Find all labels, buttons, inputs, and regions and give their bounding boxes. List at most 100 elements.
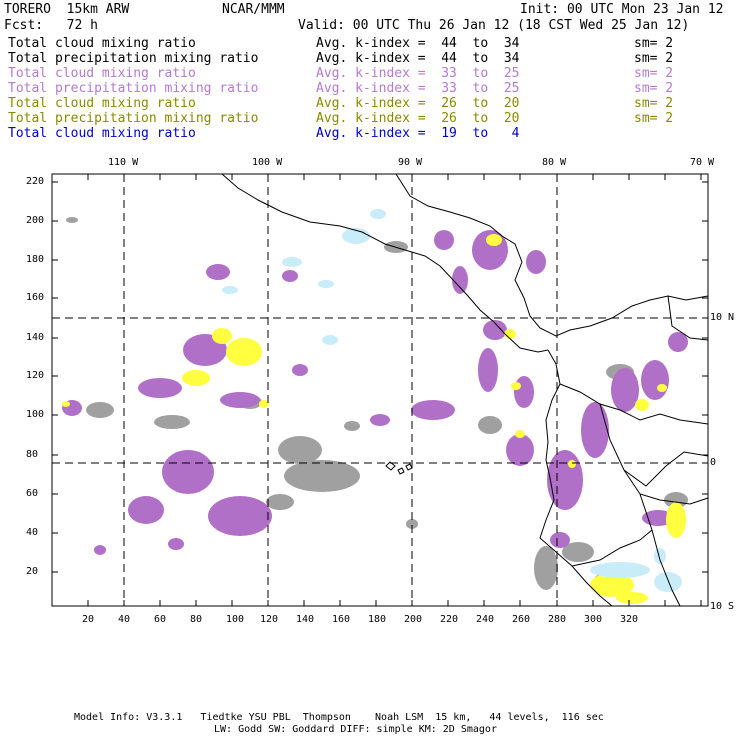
y-tick-label: 140 — [26, 332, 45, 343]
legend-kindex: Avg. k-index = 44 to 34 — [316, 51, 520, 66]
legend-field: Total cloud mixing ratio — [8, 66, 196, 81]
coastline-segment — [589, 295, 709, 327]
legend-field: Total precipitation mixing ratio — [8, 111, 259, 126]
light_blue-region — [654, 548, 666, 564]
purple-region — [370, 414, 390, 426]
legend-field: Total cloud mixing ratio — [8, 96, 196, 111]
yellow-region — [511, 382, 521, 390]
yellow-region — [515, 430, 525, 438]
forecast-hour: Fcst: 72 h — [4, 18, 98, 33]
gray-region — [562, 542, 594, 562]
model-title: TORERO 15km ARW — [4, 2, 130, 17]
yellow-region — [616, 592, 648, 604]
legend-smoothing: sm= 2 — [634, 96, 674, 111]
gray-region — [534, 546, 558, 590]
legend-smoothing: sm= 2 — [634, 36, 674, 51]
x-tick-label: 100 — [226, 614, 245, 625]
light_blue-region — [590, 562, 650, 578]
y-tick-label: 20 — [26, 566, 39, 577]
yellow-region — [568, 460, 576, 468]
yellow-region — [504, 329, 516, 339]
x-tick-label: 140 — [296, 614, 315, 625]
legend-smoothing: sm= 2 — [634, 51, 674, 66]
latitude-label: 10 N — [710, 312, 735, 323]
purple-region — [483, 320, 507, 340]
purple-region — [514, 376, 534, 408]
y-tick-label: 40 — [26, 527, 39, 538]
purple-region — [526, 250, 546, 274]
purple-region — [550, 532, 570, 548]
y-tick-label: 60 — [26, 488, 39, 499]
longitude-label: 70 W — [690, 157, 715, 168]
y-tick-label: 220 — [26, 176, 45, 187]
purple-region — [642, 510, 674, 526]
legend-field: Total cloud mixing ratio — [8, 36, 196, 51]
coastline — [221, 173, 709, 607]
purple-region — [611, 368, 639, 412]
coastline-segment — [559, 383, 709, 425]
x-tick-label: 320 — [620, 614, 639, 625]
legend-field: Total cloud mixing ratio — [8, 126, 196, 141]
init-time: Init: 00 UTC Mon 23 Jan 12 — [520, 2, 724, 17]
light_blue-region — [282, 257, 302, 267]
yellow-region — [259, 400, 269, 408]
purple-region — [206, 264, 230, 280]
coastline-segment — [599, 403, 709, 505]
purple-region — [506, 434, 534, 466]
purple-region — [668, 332, 688, 352]
gray-region — [278, 436, 322, 464]
purple-region — [581, 402, 609, 458]
yellow-region — [657, 384, 667, 392]
coastline-segment — [571, 529, 653, 567]
y-tick-label: 200 — [26, 215, 45, 226]
physics-info: LW: Godd SW: Goddard DIFF: simple KM: 2D… — [214, 724, 497, 735]
legend-smoothing: sm= 2 — [634, 111, 674, 126]
coastline-segment — [623, 451, 709, 487]
field-shapes — [62, 209, 688, 604]
latitude-label: 0 — [710, 457, 717, 468]
longitude-label: 110 W — [108, 157, 139, 168]
purple-region — [220, 392, 260, 408]
gray-region — [406, 519, 418, 529]
x-tick-label: 20 — [82, 614, 95, 625]
yellow-region — [226, 338, 262, 366]
x-tick-label: 80 — [190, 614, 203, 625]
valid-time: Valid: 00 UTC Thu 26 Jan 12 (18 CST Wed … — [298, 18, 690, 33]
coastline-segment — [405, 463, 413, 471]
purple-region — [641, 360, 669, 400]
coastline-segment — [667, 295, 709, 341]
x-tick-label: 240 — [476, 614, 495, 625]
legend-kindex: Avg. k-index = 26 to 20 — [316, 111, 520, 126]
yellow-region — [182, 370, 210, 386]
gray-region — [284, 460, 360, 492]
light_blue-region — [222, 286, 238, 294]
legend-field: Total precipitation mixing ratio — [8, 51, 259, 66]
y-tick-label: 120 — [26, 370, 45, 381]
latitude-label: 10 S — [710, 601, 735, 612]
gray-region — [154, 415, 190, 429]
purple-region — [138, 378, 182, 398]
legend-kindex: Avg. k-index = 19 to 4 — [316, 126, 520, 141]
y-tick-label: 80 — [26, 449, 39, 460]
longitude-label: 90 W — [398, 157, 423, 168]
legend-smoothing: sm= 2 — [634, 66, 674, 81]
yellow-region — [635, 399, 649, 411]
yellow-region — [212, 328, 232, 344]
light_blue-region — [318, 280, 334, 288]
purple-region — [411, 400, 455, 420]
coastline-segment — [395, 173, 591, 337]
org-label: NCAR/MMM — [222, 2, 285, 17]
model-info: Model Info: V3.3.1 Tiedtke YSU PBL Thomp… — [74, 712, 604, 723]
gray-region — [478, 416, 502, 434]
coastline-segment — [397, 467, 405, 475]
y-tick-label: 160 — [26, 292, 45, 303]
light_blue-region — [654, 572, 682, 592]
legend-kindex: Avg. k-index = 26 to 20 — [316, 96, 520, 111]
purple-region — [547, 450, 583, 510]
y-tick-label: 180 — [26, 254, 45, 265]
yellow-region — [486, 234, 502, 246]
plot-frame — [51, 173, 709, 607]
yellow-region — [62, 401, 70, 407]
coastline-segment — [385, 461, 396, 471]
